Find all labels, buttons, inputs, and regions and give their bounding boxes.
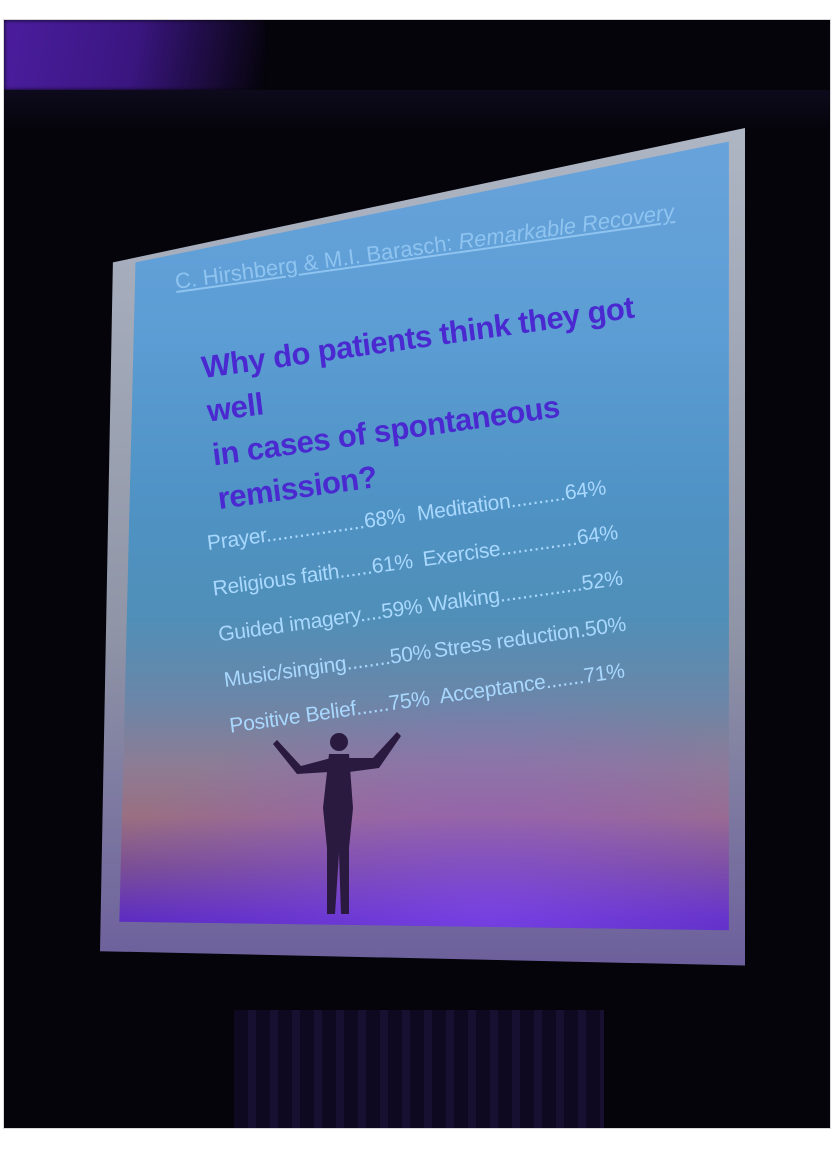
stage-backdrop (4, 90, 830, 130)
stats-left-column: Prayer..................68% Religious fa… (206, 503, 441, 760)
slide-content: C. Hirshberg & M.I. Barasch: Remarkable … (163, 128, 746, 756)
projected-slide (119, 141, 729, 931)
sunset-glow (119, 688, 729, 931)
slide-headline: Why do patients think they got well in c… (199, 281, 686, 521)
citation-book-title: Remarkable Recovery (456, 199, 676, 255)
stage-light (4, 20, 264, 90)
citation-authors: C. Hirshberg & M.I. Barasch: (173, 230, 454, 295)
slide-citation: C. Hirshberg & M.I. Barasch: Remarkable … (174, 199, 676, 295)
raised-arms-silhouette-icon (273, 732, 401, 914)
stats-right-column: Meditation..........64% Exercise........… (416, 475, 639, 731)
stage-curtain (234, 1010, 604, 1128)
